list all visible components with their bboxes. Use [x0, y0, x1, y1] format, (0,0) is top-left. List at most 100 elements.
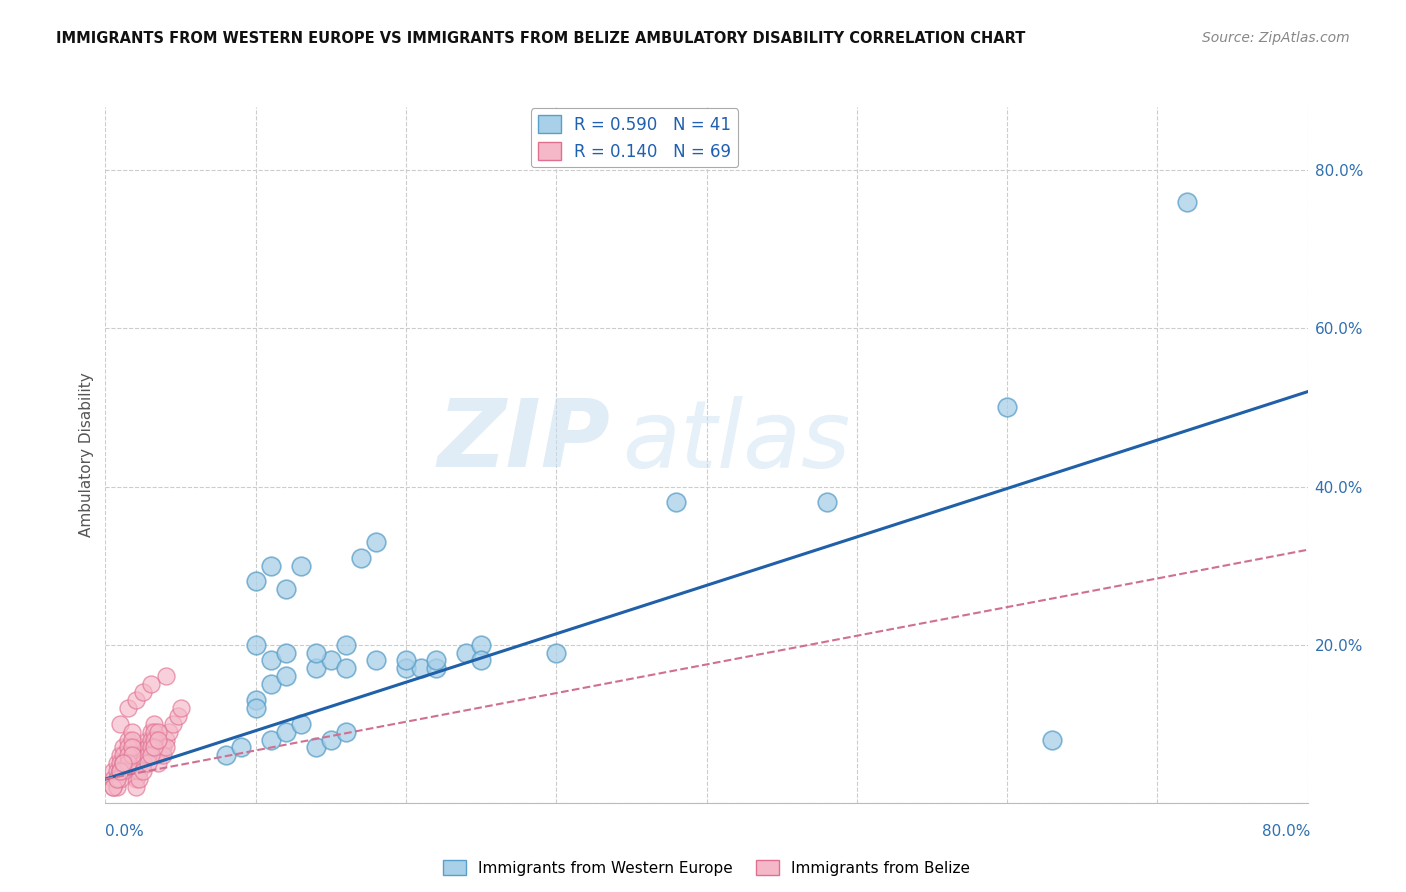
Point	[245, 693, 267, 707]
Point	[166, 708, 188, 723]
Point	[110, 772, 132, 786]
Point	[132, 685, 155, 699]
Point	[107, 772, 129, 786]
Point	[124, 764, 146, 779]
Point	[107, 764, 129, 779]
Point	[107, 756, 129, 771]
Point	[139, 677, 162, 691]
Point	[274, 646, 297, 660]
Point	[136, 740, 159, 755]
Point	[274, 582, 297, 597]
Point	[110, 764, 132, 779]
Point	[121, 748, 143, 763]
Point	[335, 638, 357, 652]
Point	[110, 716, 132, 731]
Point	[124, 772, 146, 786]
Point	[117, 732, 139, 747]
Point	[139, 724, 162, 739]
Point	[395, 661, 418, 675]
Point	[124, 756, 146, 771]
Point	[132, 764, 155, 779]
Point	[136, 748, 159, 763]
Point	[454, 646, 477, 660]
Point	[157, 724, 180, 739]
Point	[132, 740, 155, 755]
Point	[101, 780, 124, 794]
Point	[136, 732, 159, 747]
Point	[136, 756, 159, 771]
Point	[245, 574, 267, 589]
Point	[350, 550, 373, 565]
Point	[335, 661, 357, 675]
Point	[152, 748, 174, 763]
Text: atlas: atlas	[623, 395, 851, 486]
Point	[121, 724, 143, 739]
Point	[128, 772, 150, 786]
Point	[107, 772, 129, 786]
Point	[815, 495, 838, 509]
Point	[665, 495, 688, 509]
Point	[128, 756, 150, 771]
Point	[142, 740, 165, 755]
Point	[169, 701, 191, 715]
Point	[101, 764, 124, 779]
Point	[112, 740, 135, 755]
Point	[110, 748, 132, 763]
Point	[139, 748, 162, 763]
Point	[305, 661, 328, 675]
Point	[290, 716, 312, 731]
Point	[364, 534, 387, 549]
Point	[132, 748, 155, 763]
Legend: R = 0.590   N = 41, R = 0.140   N = 69: R = 0.590 N = 41, R = 0.140 N = 69	[531, 109, 738, 168]
Point	[409, 661, 432, 675]
Point	[290, 558, 312, 573]
Point	[112, 756, 135, 771]
Point	[260, 732, 283, 747]
Point	[305, 740, 328, 755]
Point	[117, 701, 139, 715]
Point	[139, 732, 162, 747]
Point	[470, 638, 492, 652]
Point	[546, 646, 568, 660]
Point	[245, 701, 267, 715]
Point	[101, 780, 124, 794]
Point	[142, 724, 165, 739]
Point	[132, 756, 155, 771]
Text: ZIP: ZIP	[437, 395, 610, 487]
Point	[1040, 732, 1063, 747]
Point	[112, 748, 135, 763]
Point	[107, 780, 129, 794]
Point	[117, 748, 139, 763]
Text: 0.0%: 0.0%	[105, 824, 145, 838]
Point	[101, 772, 124, 786]
Point	[260, 677, 283, 691]
Point	[274, 724, 297, 739]
Point	[214, 748, 236, 763]
Point	[260, 653, 283, 667]
Point	[121, 732, 143, 747]
Text: 80.0%: 80.0%	[1263, 824, 1310, 838]
Point	[124, 780, 146, 794]
Point	[121, 740, 143, 755]
Point	[364, 653, 387, 667]
Point	[425, 653, 447, 667]
Point	[142, 732, 165, 747]
Point	[319, 653, 342, 667]
Point	[110, 756, 132, 771]
Point	[117, 756, 139, 771]
Point	[146, 756, 169, 771]
Point	[155, 732, 177, 747]
Point	[229, 740, 252, 755]
Y-axis label: Ambulatory Disability: Ambulatory Disability	[79, 373, 94, 537]
Text: Source: ZipAtlas.com: Source: ZipAtlas.com	[1202, 31, 1350, 45]
Point	[152, 740, 174, 755]
Point	[128, 764, 150, 779]
Point	[128, 748, 150, 763]
Point	[117, 740, 139, 755]
Point	[995, 401, 1018, 415]
Point	[124, 693, 146, 707]
Point	[110, 764, 132, 779]
Point	[146, 748, 169, 763]
Point	[305, 646, 328, 660]
Point	[155, 740, 177, 755]
